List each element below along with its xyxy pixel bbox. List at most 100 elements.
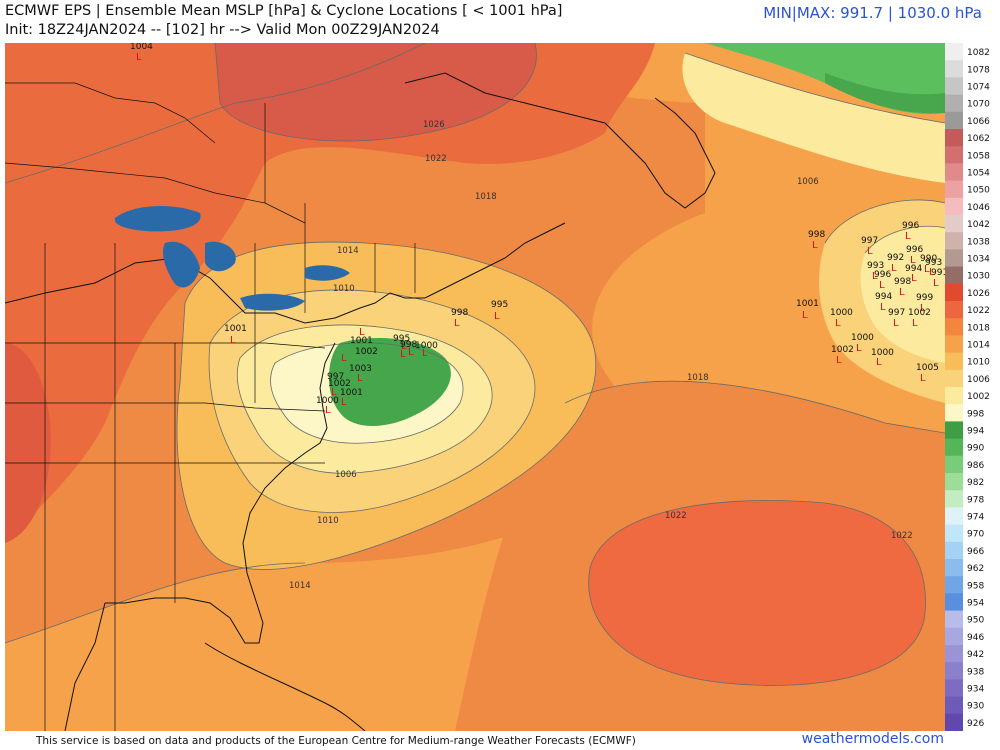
cyclone-marker: L xyxy=(905,231,911,242)
colorbar-swatch xyxy=(945,43,963,61)
cyclone-pressure: 1002 xyxy=(908,308,931,318)
cyclone-pressure: 998 xyxy=(808,230,825,240)
cyclone-pressure: 990 xyxy=(920,254,937,264)
cyclone-pressure: 997 xyxy=(888,308,905,318)
colorbar-label: 1026 xyxy=(967,289,990,299)
map-region-1026-quebec xyxy=(215,43,537,142)
cyclone-marker: L xyxy=(136,52,142,63)
colorbar-label: 986 xyxy=(967,461,984,471)
colorbar-swatch xyxy=(945,111,963,130)
colorbar-label: 1070 xyxy=(967,100,990,110)
cyclone-pressure: 991 xyxy=(931,268,945,278)
cyclone-marker: L xyxy=(879,280,885,291)
cyclone-pressure: 996 xyxy=(906,245,923,255)
cyclone-marker: L xyxy=(341,353,347,364)
cyclone-marker: L xyxy=(912,318,918,329)
cyclone-pressure: 998 xyxy=(400,340,417,350)
colorbar-swatch xyxy=(945,404,963,422)
cyclone-marker: L xyxy=(835,318,841,329)
colorbar-swatch xyxy=(945,352,963,371)
colorbar-swatch xyxy=(945,283,963,302)
cyclone-marker: L xyxy=(893,318,899,329)
colorbar-swatch xyxy=(945,455,963,474)
cyclone-pressure: 993 xyxy=(867,261,884,271)
colorbar-swatch xyxy=(945,576,963,594)
colorbar-swatch xyxy=(945,301,963,319)
cyclone-marker: L xyxy=(911,273,917,284)
brand-link[interactable]: weathermodels.com xyxy=(801,731,944,747)
isobar-label-1018: 1018 xyxy=(475,192,497,202)
cyclone-pressure: 994 xyxy=(905,264,922,274)
cyclone-pressure: 992 xyxy=(887,253,904,263)
cyclone-marker: L xyxy=(920,303,926,314)
colorbar-swatch xyxy=(945,559,963,577)
colorbar-label: 1054 xyxy=(967,169,990,179)
colorbar-label: 1042 xyxy=(967,220,990,230)
cyclone-marker: L xyxy=(422,348,428,359)
colorbar-swatch xyxy=(945,627,963,646)
colorbar-swatch xyxy=(945,713,963,731)
colorbar-label: 1038 xyxy=(967,237,990,247)
colorbar-label: 954 xyxy=(967,599,984,609)
colorbar-swatch xyxy=(945,77,963,96)
cyclone-pressure: 1000 xyxy=(830,308,853,318)
colorbar-label: 958 xyxy=(967,581,984,591)
map-title: ECMWF EPS | Ensemble Mean MSLP [hPa] & C… xyxy=(5,3,563,19)
colorbar-label: 930 xyxy=(967,702,984,712)
cyclone-marker: L xyxy=(836,355,842,366)
cyclone-marker: L xyxy=(933,278,939,289)
colorbar-label: 1066 xyxy=(967,117,990,127)
cyclone-marker: L xyxy=(812,240,818,251)
map-region-high-northeast-core xyxy=(825,73,945,114)
map-region-1006-east xyxy=(860,226,945,363)
colorbar-label: 978 xyxy=(967,495,984,505)
isobar-label-1006-northeast: 1006 xyxy=(797,177,819,187)
isobar-label-1014-south: 1014 xyxy=(289,581,311,591)
isobar-label-1006: 1006 xyxy=(335,470,357,480)
map-region-1022-atlantic xyxy=(588,500,926,686)
colorbar-swatch xyxy=(945,60,963,78)
cyclone-marker: L xyxy=(880,302,886,313)
cyclone-marker: L xyxy=(341,397,347,408)
colorbar-swatch xyxy=(945,197,963,216)
pressure-map: 1026 1022 1018 1014 1010 1006 1022 1018 … xyxy=(5,43,945,731)
cyclone-marker: L xyxy=(494,311,500,322)
cyclone-marker: L xyxy=(401,341,407,352)
pressure-colorbar: 1082 1078 1074 1070 1066 1062 1058 1054 1050 1046… xyxy=(945,43,990,731)
cyclone-marker: L xyxy=(924,264,930,275)
colorbar-label: 962 xyxy=(967,564,984,574)
map-region-998-low xyxy=(328,338,451,426)
colorbar-swatch xyxy=(945,129,963,147)
cyclone-marker: L xyxy=(400,349,406,360)
colorbar-label: 998 xyxy=(967,409,984,419)
cyclone-marker: L xyxy=(899,287,905,298)
colorbar-swatch xyxy=(945,318,963,336)
cyclone-pressure: 1001 xyxy=(350,336,373,346)
state-borders xyxy=(5,82,416,731)
cyclone-marker: L xyxy=(802,310,808,321)
isobar-label-1022: 1022 xyxy=(425,154,447,164)
colorbar-swatch xyxy=(945,249,963,268)
colorbar-label: 1006 xyxy=(967,375,990,385)
colorbar-swatch xyxy=(945,490,963,508)
colorbar-label: 926 xyxy=(967,719,984,729)
cyclone-marker: L xyxy=(408,347,414,358)
cyclone-marker: L xyxy=(359,327,365,338)
cyclone-pressure: 1001 xyxy=(340,388,363,398)
isobar-label-1018-atlantic: 1018 xyxy=(687,373,709,383)
colorbar-swatch xyxy=(945,662,963,680)
cyclone-marker: L xyxy=(920,373,926,384)
cyclone-pressure: 997 xyxy=(327,372,344,382)
isobar-label-1010: 1010 xyxy=(333,284,355,294)
cyclone-pressure: 996 xyxy=(902,221,919,231)
cyclone-pressure: 996 xyxy=(874,270,891,280)
colorbar-label: 1082 xyxy=(967,48,990,58)
colorbar-label: 1058 xyxy=(967,151,990,161)
cyclone-marker: L xyxy=(910,255,916,266)
cyclone-pressure: 1000 xyxy=(851,333,874,343)
colorbar-label: 970 xyxy=(967,530,984,540)
map-region-1006-northeast xyxy=(682,53,945,183)
colorbar-label: 1034 xyxy=(967,255,990,265)
colorbar-label: 950 xyxy=(967,616,984,626)
